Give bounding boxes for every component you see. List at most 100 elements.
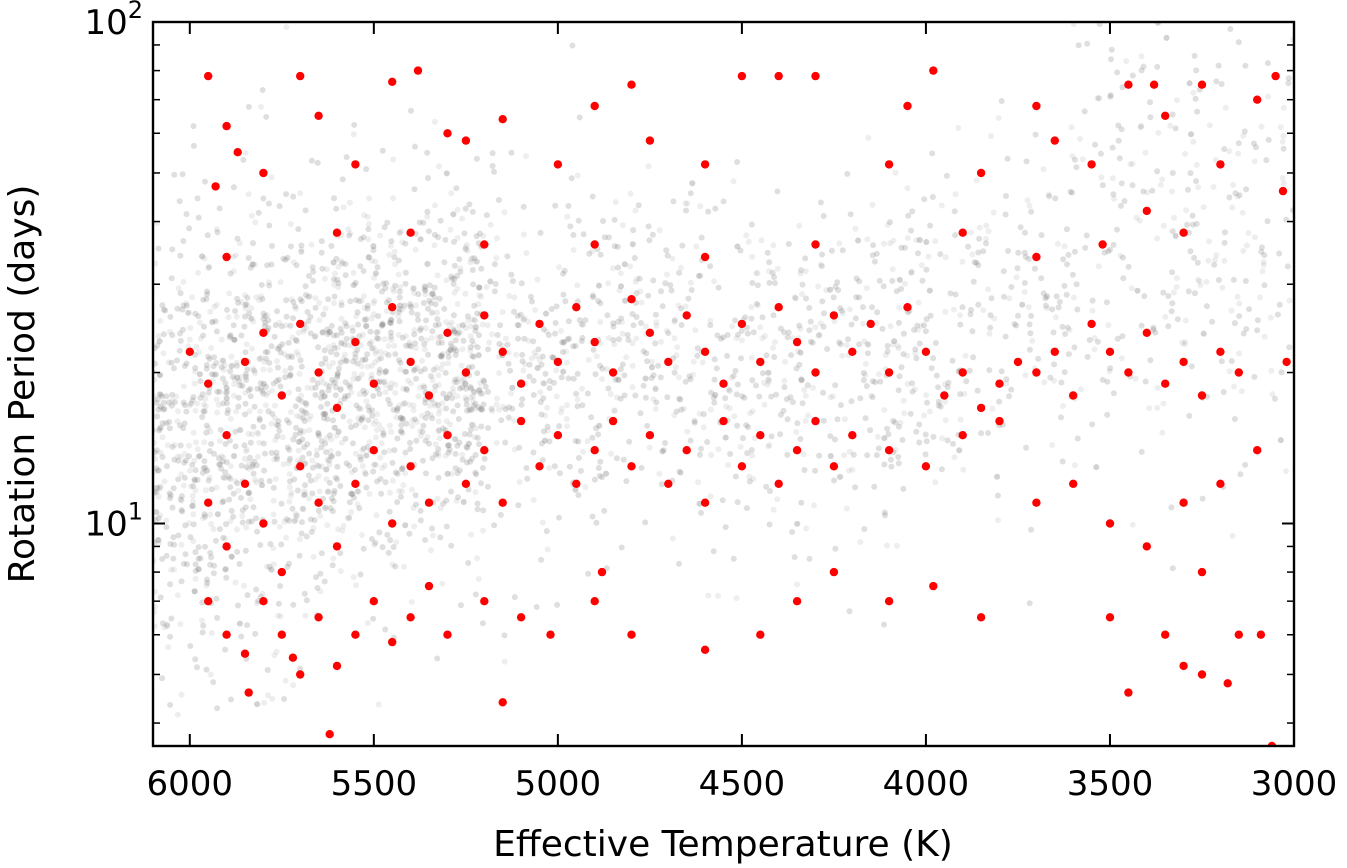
background-point — [620, 456, 627, 463]
background-point — [228, 507, 235, 514]
background-point — [942, 398, 948, 405]
background-point — [378, 440, 385, 447]
background-point — [689, 180, 696, 187]
background-point — [473, 155, 480, 162]
background-point — [1089, 307, 1096, 314]
background-point — [244, 622, 251, 629]
background-point — [652, 384, 659, 391]
background-point — [222, 475, 229, 481]
background-point — [1168, 504, 1175, 511]
background-point — [290, 299, 297, 305]
background-point — [318, 404, 324, 410]
background-point — [422, 537, 429, 543]
background-point — [524, 475, 531, 482]
background-point — [554, 601, 561, 608]
background-point — [285, 353, 292, 360]
background-point — [290, 601, 297, 608]
background-point — [429, 328, 436, 335]
background-point — [632, 207, 639, 214]
background-point — [432, 387, 438, 394]
background-point — [1028, 526, 1035, 533]
background-point — [933, 372, 940, 379]
background-point — [242, 547, 249, 554]
background-point — [496, 340, 503, 347]
background-point — [909, 208, 916, 215]
background-point — [417, 432, 424, 439]
background-point — [278, 323, 285, 330]
background-point — [476, 441, 482, 448]
background-point — [435, 321, 442, 328]
background-point — [245, 103, 252, 110]
background-point — [1194, 259, 1201, 266]
background-point — [1257, 294, 1263, 301]
background-point — [925, 253, 932, 260]
background-point — [420, 382, 427, 389]
background-point — [601, 507, 608, 514]
background-point — [293, 262, 300, 269]
background-point — [1231, 416, 1238, 422]
background-point — [383, 308, 390, 314]
background-point — [1141, 293, 1148, 300]
background-point — [429, 290, 436, 297]
background-point — [411, 327, 418, 333]
background-point — [871, 483, 878, 490]
background-point — [473, 471, 480, 478]
background-point — [399, 488, 405, 495]
background-point — [478, 423, 485, 430]
background-point — [912, 350, 919, 357]
background-point — [439, 351, 446, 357]
background-point — [186, 309, 193, 316]
background-point — [768, 433, 775, 440]
background-point — [191, 588, 198, 595]
background-point — [802, 268, 809, 275]
background-point — [935, 384, 942, 391]
background-point — [924, 399, 930, 406]
background-point — [750, 329, 757, 336]
background-point — [454, 206, 461, 213]
background-point — [354, 346, 361, 353]
background-point — [218, 453, 225, 460]
background-point — [1055, 304, 1062, 311]
background-point — [195, 544, 202, 551]
background-point — [611, 216, 618, 223]
background-point — [262, 450, 268, 457]
background-point — [929, 194, 936, 200]
background-point — [923, 239, 930, 245]
background-point — [417, 384, 423, 391]
background-point — [1206, 238, 1213, 245]
background-point — [476, 332, 482, 339]
background-point — [455, 494, 461, 501]
background-point — [687, 190, 694, 197]
background-point — [475, 352, 482, 359]
background-point — [663, 247, 670, 254]
background-point — [238, 494, 244, 501]
background-point — [351, 121, 358, 128]
background-point — [566, 463, 573, 470]
background-point — [464, 459, 470, 466]
background-point — [484, 483, 491, 490]
background-point — [379, 288, 385, 295]
background-point — [894, 343, 901, 349]
background-point — [411, 186, 418, 193]
background-point — [1280, 104, 1287, 111]
background-point — [203, 666, 210, 673]
background-point — [252, 261, 259, 268]
background-point — [831, 477, 837, 484]
background-point — [923, 316, 930, 323]
background-point — [342, 435, 349, 442]
background-point — [178, 691, 185, 698]
background-point — [923, 266, 930, 273]
background-point — [472, 591, 479, 598]
background-point — [502, 406, 509, 413]
background-point — [591, 476, 598, 483]
background-point — [1261, 333, 1268, 340]
background-point — [904, 235, 911, 241]
background-point — [157, 483, 164, 490]
background-point — [443, 405, 450, 412]
background-point — [1260, 262, 1267, 268]
background-point — [589, 292, 596, 299]
background-point — [338, 439, 345, 446]
background-point — [942, 417, 949, 424]
background-point — [202, 403, 209, 410]
background-point — [199, 391, 206, 398]
